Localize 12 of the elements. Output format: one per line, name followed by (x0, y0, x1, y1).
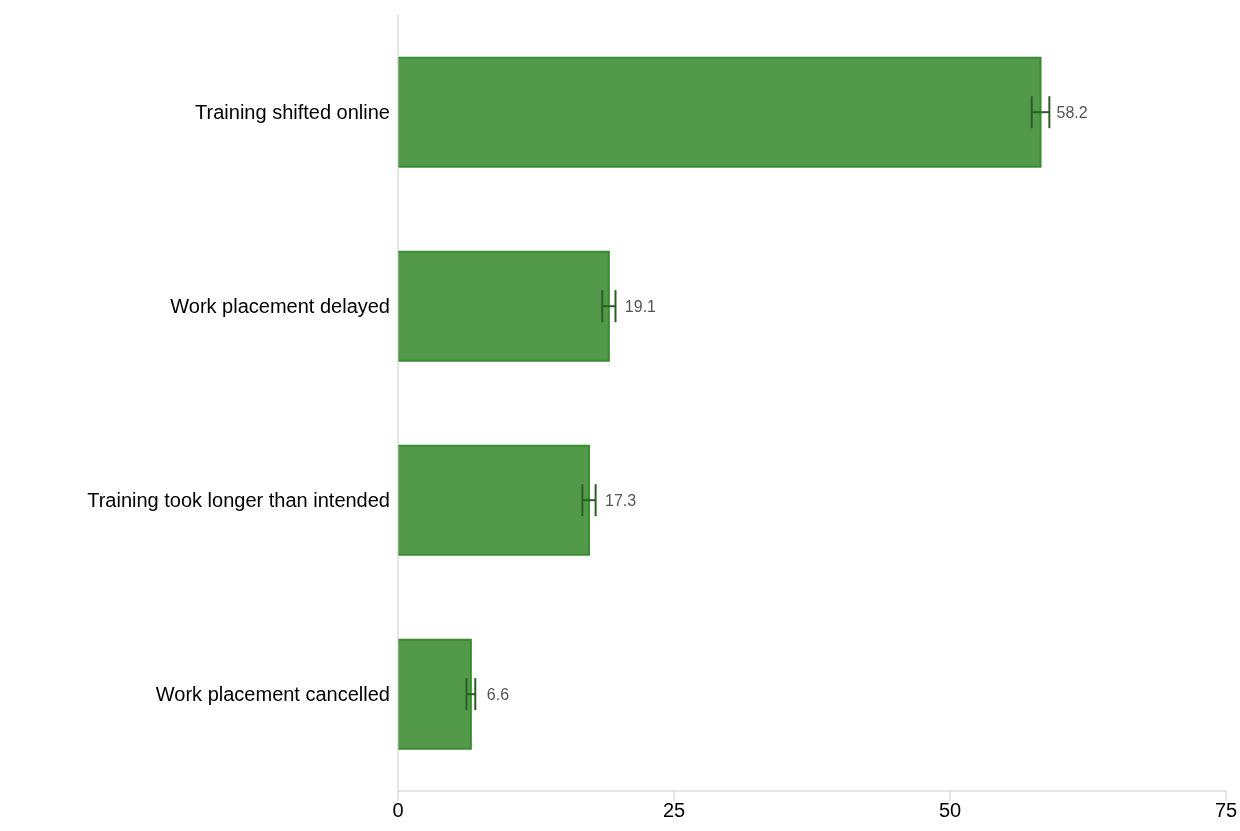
data-label: 6.6 (486, 685, 510, 703)
y-tick-label: Work placement cancelled (155, 683, 390, 706)
x-tick-label: 50 (938, 799, 962, 822)
y-tick-label: Training shifted online (195, 101, 390, 124)
x-tick-label: 75 (1214, 799, 1238, 822)
x-tick-label: 0 (392, 799, 404, 822)
data-label: 58.2 (1056, 103, 1088, 121)
data-label: 17.3 (604, 491, 637, 509)
y-tick-label: Training took longer than intended (87, 489, 390, 512)
data-label: 19.1 (624, 297, 657, 315)
x-tick-label: 25 (662, 799, 686, 822)
y-tick-label: Work placement delayed (170, 295, 390, 318)
